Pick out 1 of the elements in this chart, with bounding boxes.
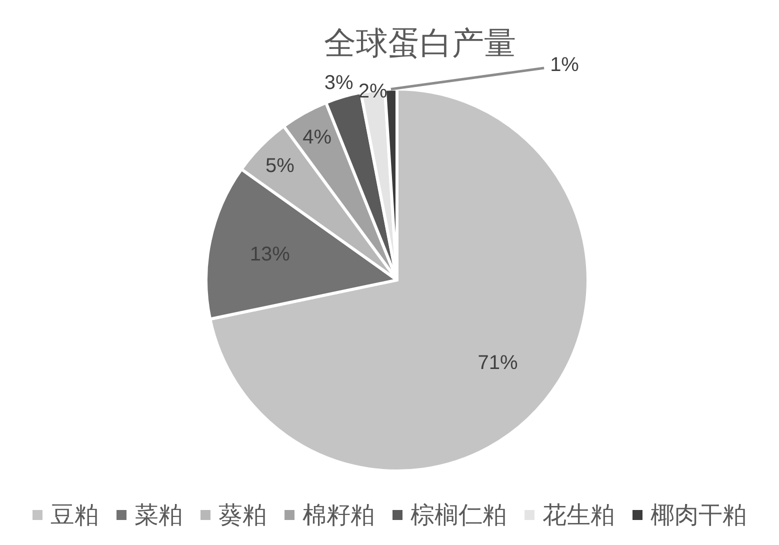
title: 全球蛋白产量: [324, 25, 516, 61]
